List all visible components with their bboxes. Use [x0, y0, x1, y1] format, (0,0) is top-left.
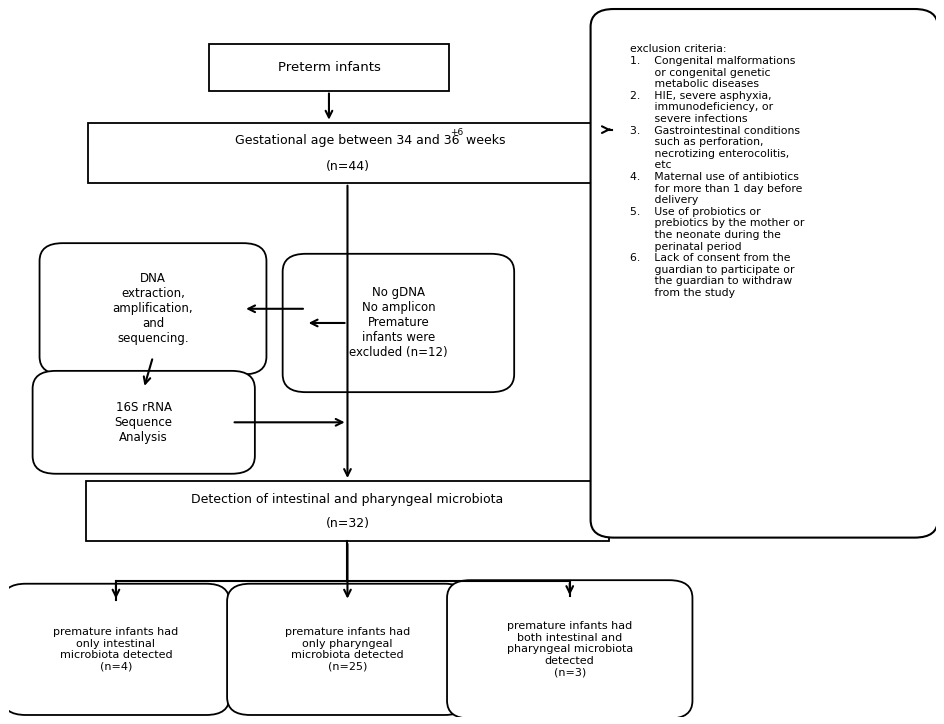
Text: weeks: weeks: [462, 134, 505, 147]
Text: (n=44): (n=44): [325, 161, 369, 173]
Text: +6: +6: [449, 128, 463, 138]
FancyBboxPatch shape: [3, 584, 229, 715]
Text: Gestational age between 34 and 36: Gestational age between 34 and 36: [235, 134, 459, 147]
Text: premature infants had
only pharyngeal
microbiota detected
(n=25): premature infants had only pharyngeal mi…: [284, 627, 410, 672]
Text: premature infants had
both intestinal and
pharyngeal microbiota
detected
(n=3): premature infants had both intestinal an…: [506, 621, 632, 678]
FancyBboxPatch shape: [40, 243, 266, 374]
FancyBboxPatch shape: [590, 9, 936, 538]
FancyBboxPatch shape: [86, 481, 609, 541]
FancyBboxPatch shape: [282, 254, 514, 392]
Text: premature infants had
only intestinal
microbiota detected
(n=4): premature infants had only intestinal mi…: [53, 627, 178, 672]
FancyBboxPatch shape: [88, 122, 606, 183]
Text: No gDNA
No amplicon
Premature
infants were
excluded (n=12): No gDNA No amplicon Premature infants we…: [348, 287, 447, 360]
Text: (n=32): (n=32): [325, 517, 369, 530]
FancyBboxPatch shape: [447, 580, 692, 718]
FancyBboxPatch shape: [227, 584, 467, 715]
Text: DNA
extraction,
amplification,
and
sequencing.: DNA extraction, amplification, and seque…: [112, 272, 194, 345]
Text: Detection of intestinal and pharyngeal microbiota: Detection of intestinal and pharyngeal m…: [191, 493, 503, 506]
Text: Preterm infants: Preterm infants: [278, 61, 380, 74]
FancyBboxPatch shape: [209, 44, 448, 90]
Text: exclusion criteria:
1.    Congenital malformations
       or congenital genetic
: exclusion criteria: 1. Congenital malfor…: [630, 44, 804, 298]
FancyBboxPatch shape: [32, 371, 255, 473]
Text: 16S rRNA
Sequence
Analysis: 16S rRNA Sequence Analysis: [114, 401, 173, 444]
